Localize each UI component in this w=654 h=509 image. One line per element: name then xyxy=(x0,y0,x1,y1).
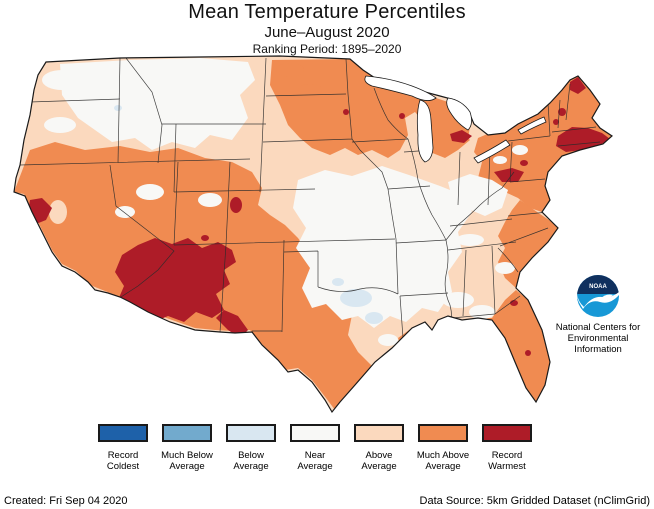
map-category-regions xyxy=(14,58,612,410)
legend-swatch-above xyxy=(354,424,404,442)
legend-label: Much Above Average xyxy=(416,450,470,472)
legend-label: Much Below Average xyxy=(161,450,213,472)
ranking-period: Ranking Period: 1895–2020 xyxy=(252,42,402,56)
noaa-logo-icon: NOAA xyxy=(577,275,619,317)
subtitle-period: June–August 2020 xyxy=(264,24,390,41)
noaa-caption-line: National Centers for xyxy=(555,322,641,333)
legend-item: Below Average xyxy=(219,424,283,472)
legend-label: Record Coldest xyxy=(106,450,140,472)
legend-swatch-much-below xyxy=(162,424,212,442)
lake-michigan xyxy=(416,99,434,163)
legend: Record Coldest Much Below Average Below … xyxy=(91,424,539,472)
legend-swatch-much-above xyxy=(418,424,468,442)
legend-label: Near Average xyxy=(297,450,333,472)
figure-header: Mean Temperature Percentiles June–August… xyxy=(0,0,654,56)
legend-label: Record Warmest xyxy=(488,450,526,472)
noaa-branding: NOAA National Centers for Environmental … xyxy=(548,274,648,355)
lake-superior xyxy=(364,75,437,101)
legend-item: Much Below Average xyxy=(155,424,219,472)
lake-erie xyxy=(473,139,511,164)
created-date: Created: Fri Sep 04 2020 xyxy=(4,495,128,507)
noaa-caption: National Centers for Environmental Infor… xyxy=(548,322,648,355)
legend-item: Record Warmest xyxy=(475,424,539,472)
legend-swatch-below xyxy=(226,424,276,442)
us-choropleth-map xyxy=(13,55,613,413)
lake-huron xyxy=(446,97,472,131)
page-title: Mean Temperature Percentiles xyxy=(188,1,466,23)
lake-ontario xyxy=(517,116,547,135)
legend-swatch-record-warmest xyxy=(482,424,532,442)
great-lakes xyxy=(364,75,547,164)
noaa-logo-text: NOAA xyxy=(589,284,607,290)
noaa-caption-line: Environmental xyxy=(567,333,629,344)
legend-item: Above Average xyxy=(347,424,411,472)
legend-label: Above Average xyxy=(361,450,397,472)
legend-item: Near Average xyxy=(283,424,347,472)
legend-swatch-near-average xyxy=(290,424,340,442)
legend-swatch-record-coldest xyxy=(98,424,148,442)
noaa-caption-line: Information xyxy=(574,344,622,355)
legend-label: Below Average xyxy=(233,450,269,472)
state-borders xyxy=(19,57,601,339)
legend-item: Much Above Average xyxy=(411,424,475,472)
data-source: Data Source: 5km Gridded Dataset (nClimG… xyxy=(419,495,650,507)
legend-item: Record Coldest xyxy=(91,424,155,472)
